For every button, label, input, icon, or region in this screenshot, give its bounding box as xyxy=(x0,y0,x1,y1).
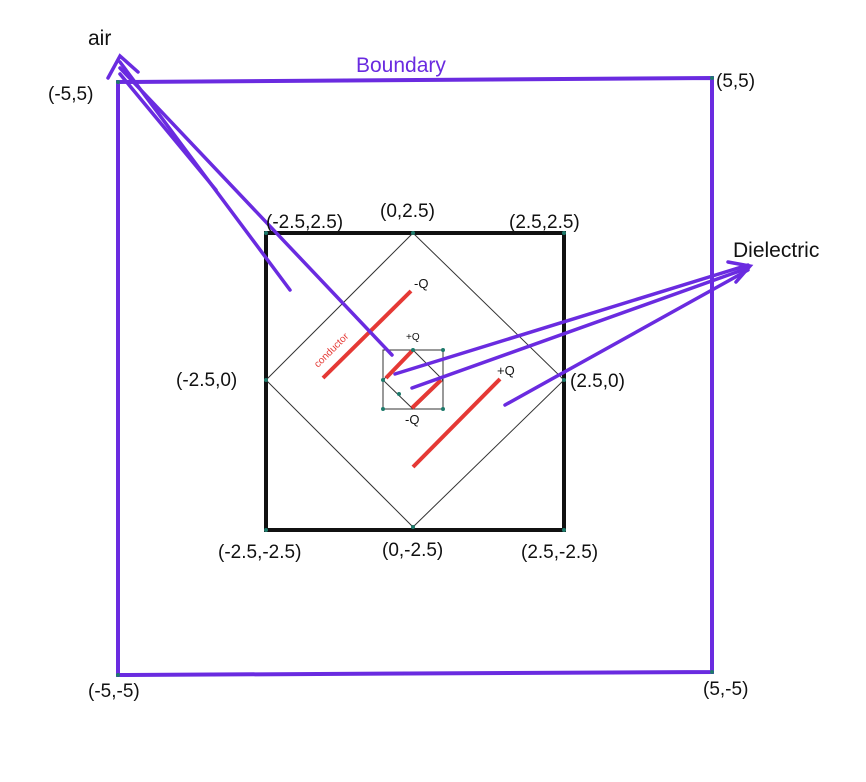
coord-inner-left-mid: (-2.5,0) xyxy=(176,370,237,391)
coord-outer-bottom-right: (5,-5) xyxy=(703,679,748,700)
charge-outer-top: -Q xyxy=(414,276,428,291)
air-arrows xyxy=(106,53,394,357)
dielectric-label: Dielectric xyxy=(733,239,819,262)
coord-inner-top-mid: (0,2.5) xyxy=(380,201,435,222)
coord-outer-top-left: (-5,5) xyxy=(48,84,93,105)
coord-inner-bottom-mid: (0,-2.5) xyxy=(382,540,443,561)
boundary-label: Boundary xyxy=(356,54,446,77)
mesh-nodes xyxy=(116,76,714,677)
conductor-outer-bottom xyxy=(411,377,502,469)
conductor-label: conductor xyxy=(312,331,351,370)
air-label: air xyxy=(88,27,111,50)
coord-outer-top-right: (5,5) xyxy=(716,71,755,92)
coord-inner-bottom-left: (-2.5,-2.5) xyxy=(218,542,301,563)
charge-inner-top: +Q xyxy=(406,332,420,343)
coord-inner-top-right: (2.5,2.5) xyxy=(509,212,580,233)
conductor-inner-bottom xyxy=(410,378,443,410)
charge-outer-right: +Q xyxy=(497,363,515,378)
coord-outer-bottom-left: (-5,-5) xyxy=(88,681,140,702)
coord-inner-right-mid: (2.5,0) xyxy=(570,371,625,392)
charge-inner-bottom: -Q xyxy=(405,412,419,427)
conductor-inner-top xyxy=(384,349,414,380)
conductor-outer-top xyxy=(321,289,413,380)
coord-inner-bottom-right: (2.5,-2.5) xyxy=(521,542,598,563)
coord-inner-top-left: (-2.5,2.5) xyxy=(266,212,343,233)
dielectric-arrows xyxy=(393,260,754,407)
